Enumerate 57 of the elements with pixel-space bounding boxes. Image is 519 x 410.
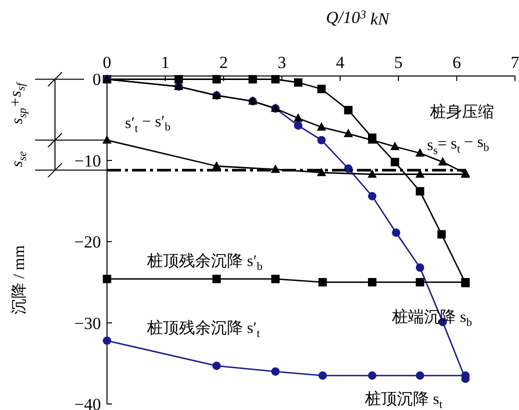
point — [212, 75, 221, 84]
point — [317, 84, 326, 94]
point — [317, 136, 326, 144]
point — [294, 113, 303, 122]
point — [390, 158, 400, 166]
point — [271, 367, 280, 376]
point — [212, 362, 221, 370]
point — [437, 230, 446, 239]
y-axis-title: 沉降 / mm — [11, 244, 28, 315]
y-tick-label: −20 — [74, 232, 101, 252]
point — [415, 148, 425, 157]
point — [344, 106, 353, 114]
x-tick-label: 1 — [161, 53, 170, 72]
point — [294, 78, 302, 87]
point — [390, 142, 400, 150]
point — [368, 169, 377, 178]
point — [102, 135, 112, 144]
point — [316, 168, 326, 176]
point — [368, 278, 376, 286]
point — [344, 128, 353, 138]
point — [174, 75, 183, 84]
y-tick-label: −10 — [74, 151, 101, 170]
y-tick-label: 0 — [92, 70, 101, 90]
point — [102, 274, 112, 284]
point — [416, 371, 424, 380]
point — [416, 187, 424, 196]
x-tick-label: 3 — [278, 53, 286, 72]
point — [416, 263, 424, 272]
point — [212, 274, 221, 284]
point — [316, 122, 326, 131]
point — [368, 371, 376, 380]
point — [271, 274, 280, 284]
point — [416, 278, 424, 286]
x-tick-label: 6 — [452, 53, 461, 72]
x-tick-label: 5 — [394, 53, 403, 72]
x-tick-label: 7 — [510, 53, 519, 72]
annotation: s$_{s}$= s$_{t}$ − s$_{b}$ — [427, 134, 490, 158]
point — [438, 157, 448, 166]
point — [294, 121, 302, 130]
x-tick-label: 4 — [336, 53, 345, 72]
point — [368, 192, 376, 200]
point — [392, 228, 400, 237]
annotation: s′$_{t}$ − s′$_{b}$ — [125, 113, 171, 136]
point — [318, 371, 327, 380]
x-tick-label: 2 — [219, 53, 228, 72]
annotation: 桩顶残余沉降 s′$_{t}$ — [146, 319, 261, 340]
y-tick-label: −30 — [74, 314, 101, 333]
point — [248, 75, 257, 84]
annotation: 桩身压缩 — [429, 103, 494, 121]
x-axis-title: Q/10$^{3}$ kN — [326, 8, 391, 29]
y-tick-label: −40 — [74, 395, 101, 410]
point — [271, 75, 280, 84]
annotation: 桩顶残余沉降 s′$_{b}$ — [146, 252, 263, 274]
point — [318, 278, 327, 286]
annotation: 桩顶沉降 s$_{t}$ — [364, 390, 444, 410]
annotation: 桩端沉降 s$_{b}$ — [391, 308, 472, 330]
point — [102, 336, 112, 345]
